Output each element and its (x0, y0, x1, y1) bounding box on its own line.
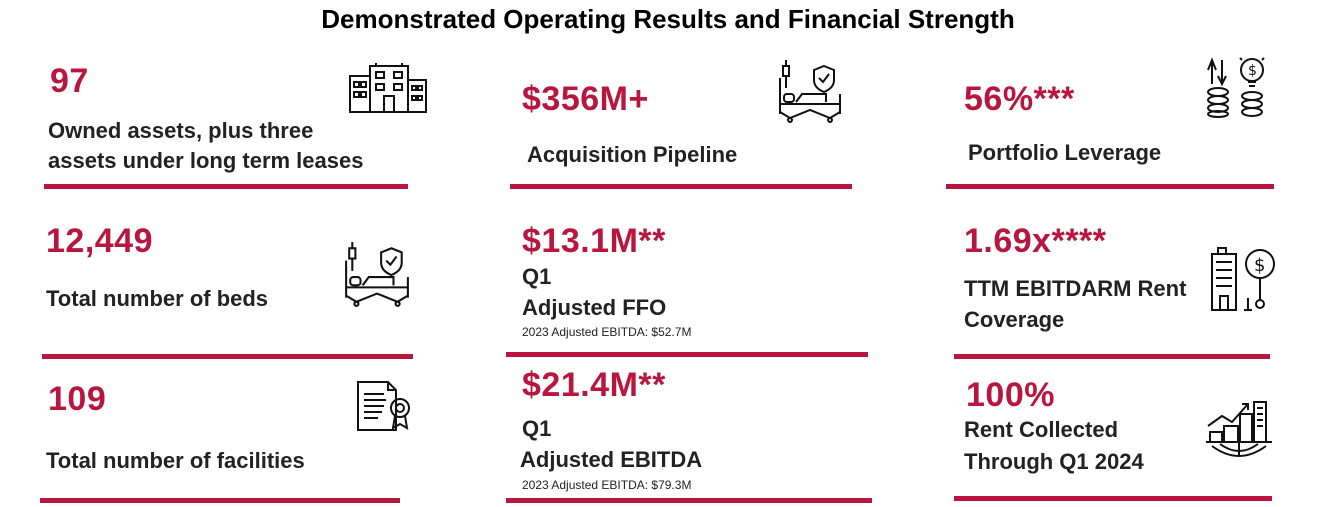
adjusted-ebitda-label: Adjusted EBITDA (520, 447, 703, 472)
adjusted-ffo-note: 2023 Adjusted EBITDA: $52.7M (522, 325, 692, 339)
rent-collected-value: 100% (966, 376, 1055, 414)
divider (40, 498, 400, 503)
page-title: Demonstrated Operating Results and Finan… (321, 4, 1015, 34)
coins-idea-icon: $ (1204, 54, 1272, 118)
acquisition-pipeline-value: $356M+ (522, 80, 649, 118)
adjusted-ffo-label: Adjusted FFO (522, 295, 667, 320)
office-buildings-icon (348, 62, 428, 114)
adjusted-ffo-value: $13.1M** (522, 222, 666, 260)
city-growth-icon (1204, 396, 1274, 460)
rent-collected-label-line1: Rent Collected (964, 417, 1119, 442)
hospital-bed-shield-icon (776, 58, 844, 124)
rent-coverage-label-line2: Coverage (964, 307, 1065, 332)
total-facilities-value: 109 (48, 380, 107, 418)
svg-text:$: $ (1248, 63, 1257, 79)
owned-assets-label-line1: Owned assets, plus three (48, 118, 314, 143)
adjusted-ebitda-value: $21.4M** (522, 366, 666, 404)
svg-text:$: $ (1254, 255, 1265, 276)
owned-assets-value: 97 (50, 62, 89, 100)
adjusted-ebitda-period: Q1 (522, 416, 552, 441)
adjusted-ebitda-note: 2023 Adjusted EBITDA: $79.3M (522, 478, 692, 492)
rent-coverage-value: 1.69x**** (964, 222, 1107, 260)
divider (506, 498, 872, 503)
rent-coverage-label-line1: TTM EBITDARM Rent (964, 276, 1187, 301)
total-facilities-label: Total number of facilities (46, 448, 305, 473)
divider (510, 184, 852, 189)
acquisition-pipeline-label: Acquisition Pipeline (527, 142, 738, 167)
divider (954, 354, 1270, 359)
divider (506, 352, 868, 357)
certificate-icon (354, 378, 418, 434)
building-dollar-icon: $ (1208, 244, 1278, 314)
owned-assets-label-line2: assets under long term leases (48, 148, 364, 173)
total-beds-label: Total number of beds (46, 286, 269, 311)
hospital-bed-shield-icon (342, 240, 412, 308)
total-beds-value: 12,449 (46, 222, 153, 260)
rent-collected-label-line2: Through Q1 2024 (964, 449, 1144, 474)
portfolio-leverage-value: 56%*** (964, 80, 1075, 118)
adjusted-ffo-period: Q1 (522, 264, 552, 289)
divider (42, 354, 413, 359)
portfolio-leverage-label: Portfolio Leverage (968, 140, 1162, 165)
divider (44, 184, 408, 189)
divider (954, 496, 1272, 501)
divider (946, 184, 1274, 189)
